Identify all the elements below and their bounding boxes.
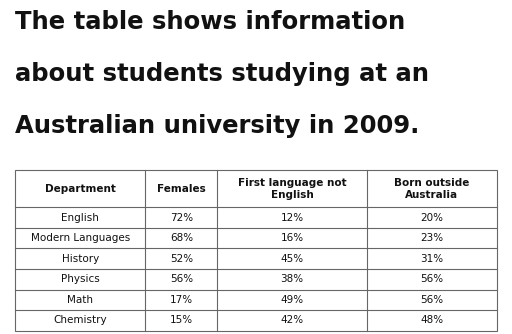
Text: The table shows information: The table shows information	[15, 10, 406, 34]
Text: 20%: 20%	[420, 212, 443, 222]
Text: 56%: 56%	[170, 274, 193, 284]
Text: 23%: 23%	[420, 233, 443, 243]
Text: 38%: 38%	[281, 274, 304, 284]
Text: about students studying at an: about students studying at an	[15, 62, 430, 86]
Text: 49%: 49%	[281, 295, 304, 305]
Text: 45%: 45%	[281, 254, 304, 264]
Text: Australian university in 2009.: Australian university in 2009.	[15, 114, 420, 138]
Text: 56%: 56%	[420, 295, 443, 305]
Text: 31%: 31%	[420, 254, 443, 264]
Text: History: History	[62, 254, 99, 264]
Text: Math: Math	[68, 295, 93, 305]
Text: Physics: Physics	[61, 274, 100, 284]
Text: 12%: 12%	[281, 212, 304, 222]
Text: First language not
English: First language not English	[238, 178, 347, 200]
Text: Females: Females	[157, 184, 206, 194]
Bar	[15, 170, 497, 331]
Text: 52%: 52%	[170, 254, 193, 264]
Text: Modern Languages: Modern Languages	[31, 233, 130, 243]
Text: Chemistry: Chemistry	[54, 315, 107, 325]
Text: 15%: 15%	[170, 315, 193, 325]
Text: 42%: 42%	[281, 315, 304, 325]
Text: 72%: 72%	[170, 212, 193, 222]
Text: Department: Department	[45, 184, 116, 194]
Text: 48%: 48%	[420, 315, 443, 325]
Text: 68%: 68%	[170, 233, 193, 243]
Text: 17%: 17%	[170, 295, 193, 305]
Text: English: English	[61, 212, 99, 222]
Text: Born outside
Australia: Born outside Australia	[394, 178, 470, 200]
Text: 56%: 56%	[420, 274, 443, 284]
Text: 16%: 16%	[281, 233, 304, 243]
